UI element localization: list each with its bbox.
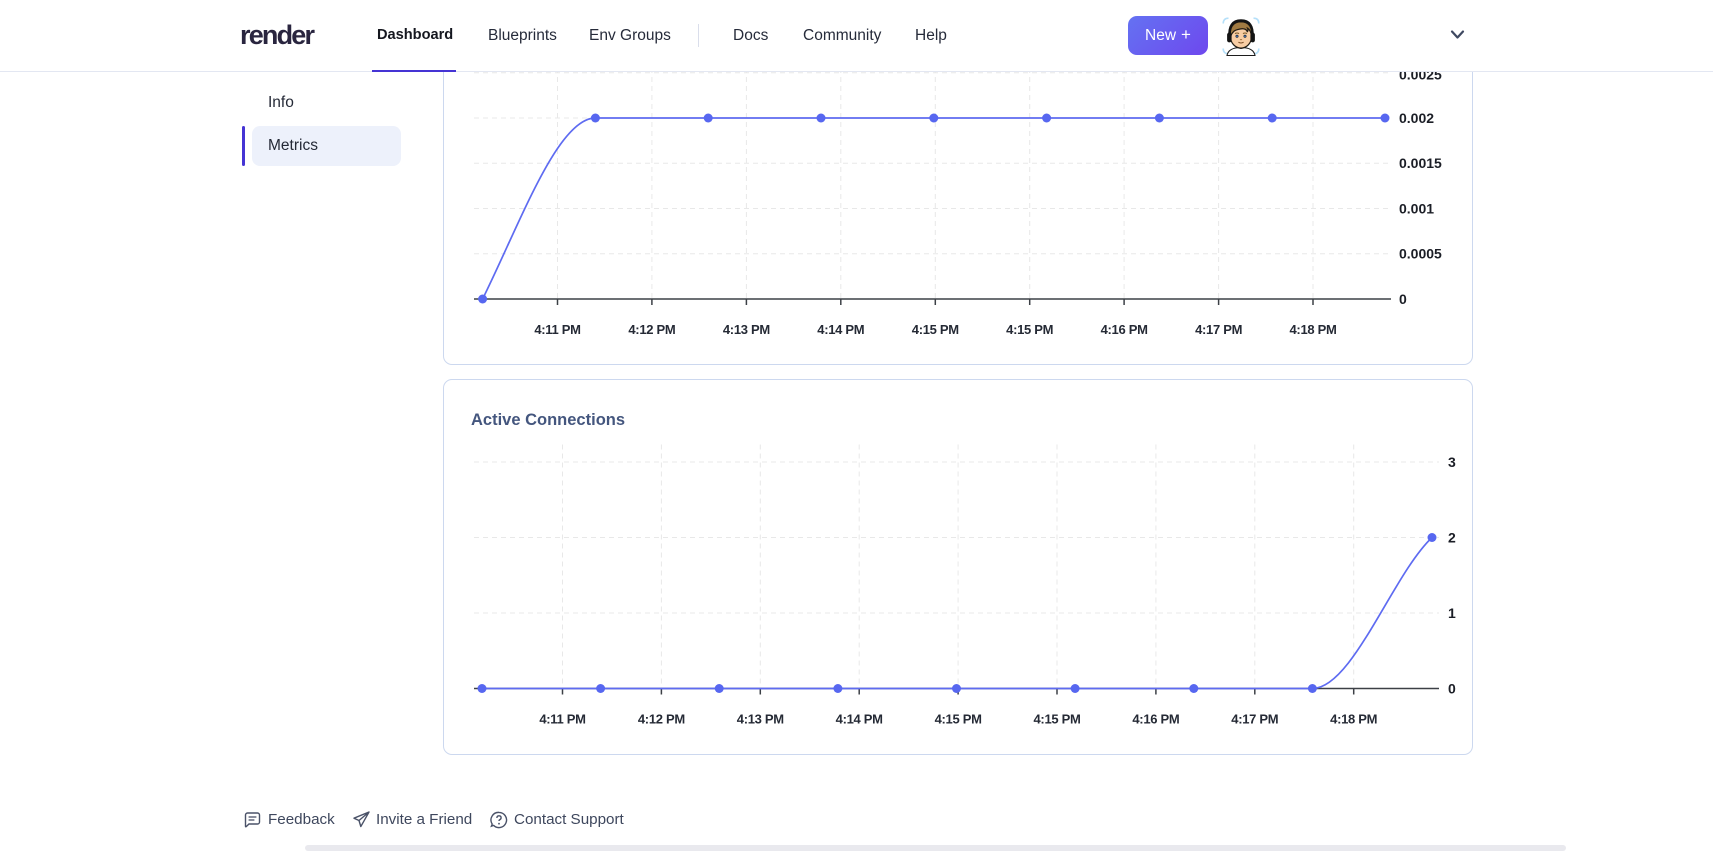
svg-text:4:14 PM: 4:14 PM (836, 712, 883, 727)
svg-text:4:12 PM: 4:12 PM (638, 712, 685, 727)
svg-text:4:16 PM: 4:16 PM (1132, 712, 1179, 727)
svg-text:4:13 PM: 4:13 PM (737, 712, 784, 727)
svg-text:0.002: 0.002 (1399, 110, 1434, 126)
svg-text:4:13 PM: 4:13 PM (723, 322, 770, 337)
svg-text:4:15 PM: 4:15 PM (1033, 712, 1080, 727)
svg-text:4:11 PM: 4:11 PM (534, 322, 580, 337)
svg-text:0.0005: 0.0005 (1399, 246, 1442, 262)
svg-text:2: 2 (1448, 530, 1456, 546)
svg-text:0: 0 (1448, 681, 1456, 697)
svg-text:4:12 PM: 4:12 PM (628, 322, 675, 337)
svg-text:3: 3 (1448, 454, 1456, 470)
svg-text:4:14 PM: 4:14 PM (817, 322, 864, 337)
svg-text:4:15 PM: 4:15 PM (912, 322, 959, 337)
svg-text:4:18 PM: 4:18 PM (1289, 322, 1336, 337)
svg-text:4:11 PM: 4:11 PM (539, 712, 585, 727)
svg-text:0.001: 0.001 (1399, 201, 1434, 217)
svg-text:4:17 PM: 4:17 PM (1231, 712, 1278, 727)
svg-text:4:17 PM: 4:17 PM (1195, 322, 1242, 337)
svg-text:4:15 PM: 4:15 PM (1006, 322, 1053, 337)
svg-text:4:16 PM: 4:16 PM (1101, 322, 1148, 337)
svg-text:1: 1 (1448, 605, 1456, 621)
svg-text:0.0015: 0.0015 (1399, 155, 1442, 171)
svg-text:4:15 PM: 4:15 PM (935, 712, 982, 727)
svg-text:0: 0 (1399, 291, 1407, 307)
svg-text:4:18 PM: 4:18 PM (1330, 712, 1377, 727)
